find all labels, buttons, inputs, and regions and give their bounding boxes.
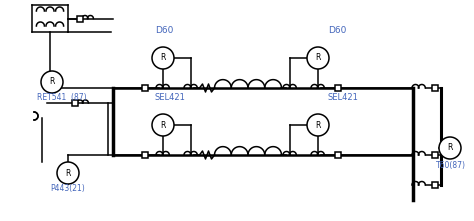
Bar: [432, 152, 438, 158]
Bar: [142, 85, 148, 91]
Circle shape: [439, 137, 461, 159]
Bar: [432, 85, 438, 91]
Bar: [335, 85, 341, 91]
Bar: [432, 182, 438, 188]
Text: SEL421: SEL421: [328, 93, 359, 102]
Text: D60: D60: [155, 26, 173, 35]
Bar: [72, 100, 78, 106]
Text: R: R: [315, 53, 321, 63]
Text: D60: D60: [328, 26, 346, 35]
Bar: [335, 152, 341, 158]
Text: R: R: [315, 120, 321, 130]
Text: R: R: [160, 120, 166, 130]
Text: R: R: [447, 143, 453, 152]
Bar: [142, 152, 148, 158]
Circle shape: [307, 47, 329, 69]
Circle shape: [57, 162, 79, 184]
Text: RET541  (87): RET541 (87): [37, 93, 87, 102]
Circle shape: [307, 114, 329, 136]
Text: SEL421: SEL421: [155, 93, 186, 102]
Text: T60(87): T60(87): [436, 161, 466, 170]
Text: P443(21): P443(21): [50, 184, 85, 193]
Text: R: R: [160, 53, 166, 63]
Bar: [77, 15, 83, 21]
Circle shape: [152, 114, 174, 136]
Circle shape: [41, 71, 63, 93]
Circle shape: [152, 47, 174, 69]
Text: R: R: [49, 78, 55, 86]
Text: R: R: [65, 168, 71, 177]
